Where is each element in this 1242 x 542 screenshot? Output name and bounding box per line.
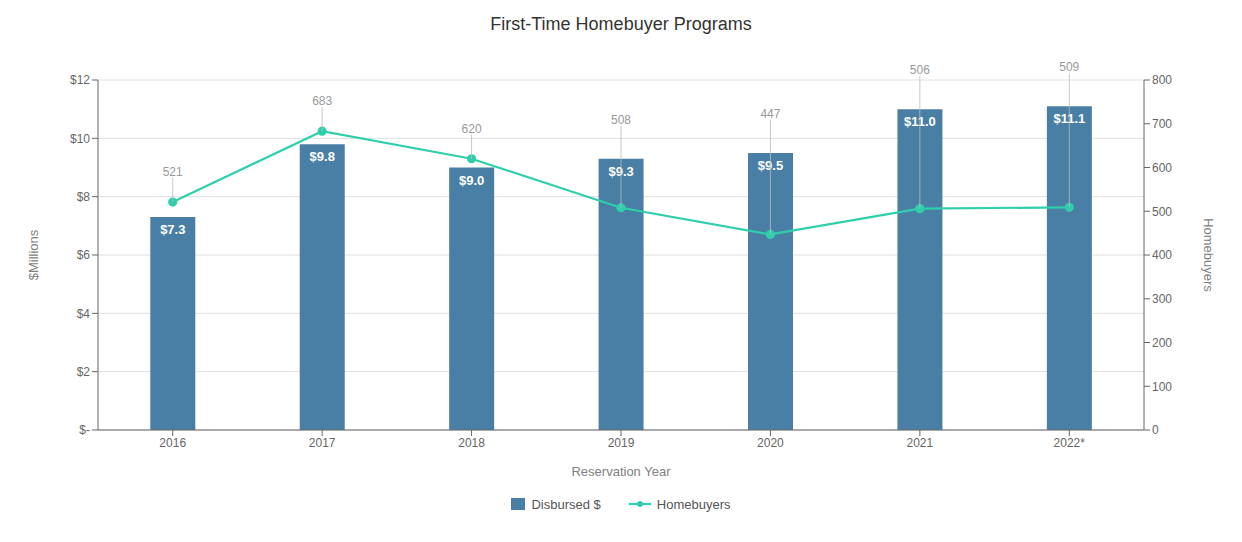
svg-text:$9.0: $9.0 <box>459 173 484 188</box>
svg-text:$9.5: $9.5 <box>757 158 784 174</box>
html-text:Homebuyers: Homebuyers <box>656 496 731 512</box>
svg-text:447: 447 <box>760 107 780 121</box>
svg-text:400: 400 <box>1152 248 1172 262</box>
svg-text:800: 800 <box>1152 73 1172 87</box>
svg-text:620: 620 <box>462 122 482 136</box>
svg-text:2022*: 2022* <box>1054 436 1086 450</box>
svg-text:Homebuyers: Homebuyers <box>1201 218 1216 292</box>
svg-text:$10: $10 <box>70 132 90 146</box>
svg-text:$4: $4 <box>77 307 91 321</box>
svg-text:509: 509 <box>1059 60 1079 74</box>
svg-text:2017: 2017 <box>309 436 336 450</box>
svg-text:300: 300 <box>1152 292 1172 306</box>
svg-text:Reservation Year: Reservation Year <box>571 464 671 479</box>
svg-text:2016: 2016 <box>159 436 186 450</box>
svg-text:2018: 2018 <box>458 436 485 450</box>
svg-text:2019: 2019 <box>608 436 635 450</box>
svg-text:700: 700 <box>1152 117 1172 131</box>
svg-text:600: 600 <box>1152 161 1172 175</box>
html-text:Disbursed $: Disbursed $ <box>531 496 601 512</box>
svg-text:$2: $2 <box>77 365 91 379</box>
svg-text:506: 506 <box>910 63 930 77</box>
svg-text:$9.8: $9.8 <box>310 149 335 164</box>
svg-text:$7.3: $7.3 <box>160 222 185 237</box>
svg-text:508: 508 <box>611 113 631 127</box>
svg-text:$Millions: $Millions <box>26 229 41 280</box>
svg-text:$11.1: $11.1 <box>1053 111 1086 127</box>
svg-text:2021: 2021 <box>907 436 934 450</box>
svg-text:683: 683 <box>312 94 332 108</box>
svg-text:$11.0: $11.0 <box>904 114 936 130</box>
svg-text:100: 100 <box>1152 380 1172 394</box>
svg-text:2020: 2020 <box>757 436 784 450</box>
svg-text:0: 0 <box>1152 423 1159 437</box>
svg-text:$9.3: $9.3 <box>608 164 634 179</box>
html-text:First-Time Homebuyer Programs: First-Time Homebuyer Programs <box>490 14 752 34</box>
svg-text:200: 200 <box>1152 336 1172 350</box>
svg-text:521: 521 <box>163 165 183 179</box>
svg-text:$6: $6 <box>77 248 91 262</box>
svg-text:$-: $- <box>79 423 90 437</box>
svg-text:$12: $12 <box>70 73 90 87</box>
svg-text:$8: $8 <box>77 190 91 204</box>
svg-text:500: 500 <box>1152 205 1172 219</box>
